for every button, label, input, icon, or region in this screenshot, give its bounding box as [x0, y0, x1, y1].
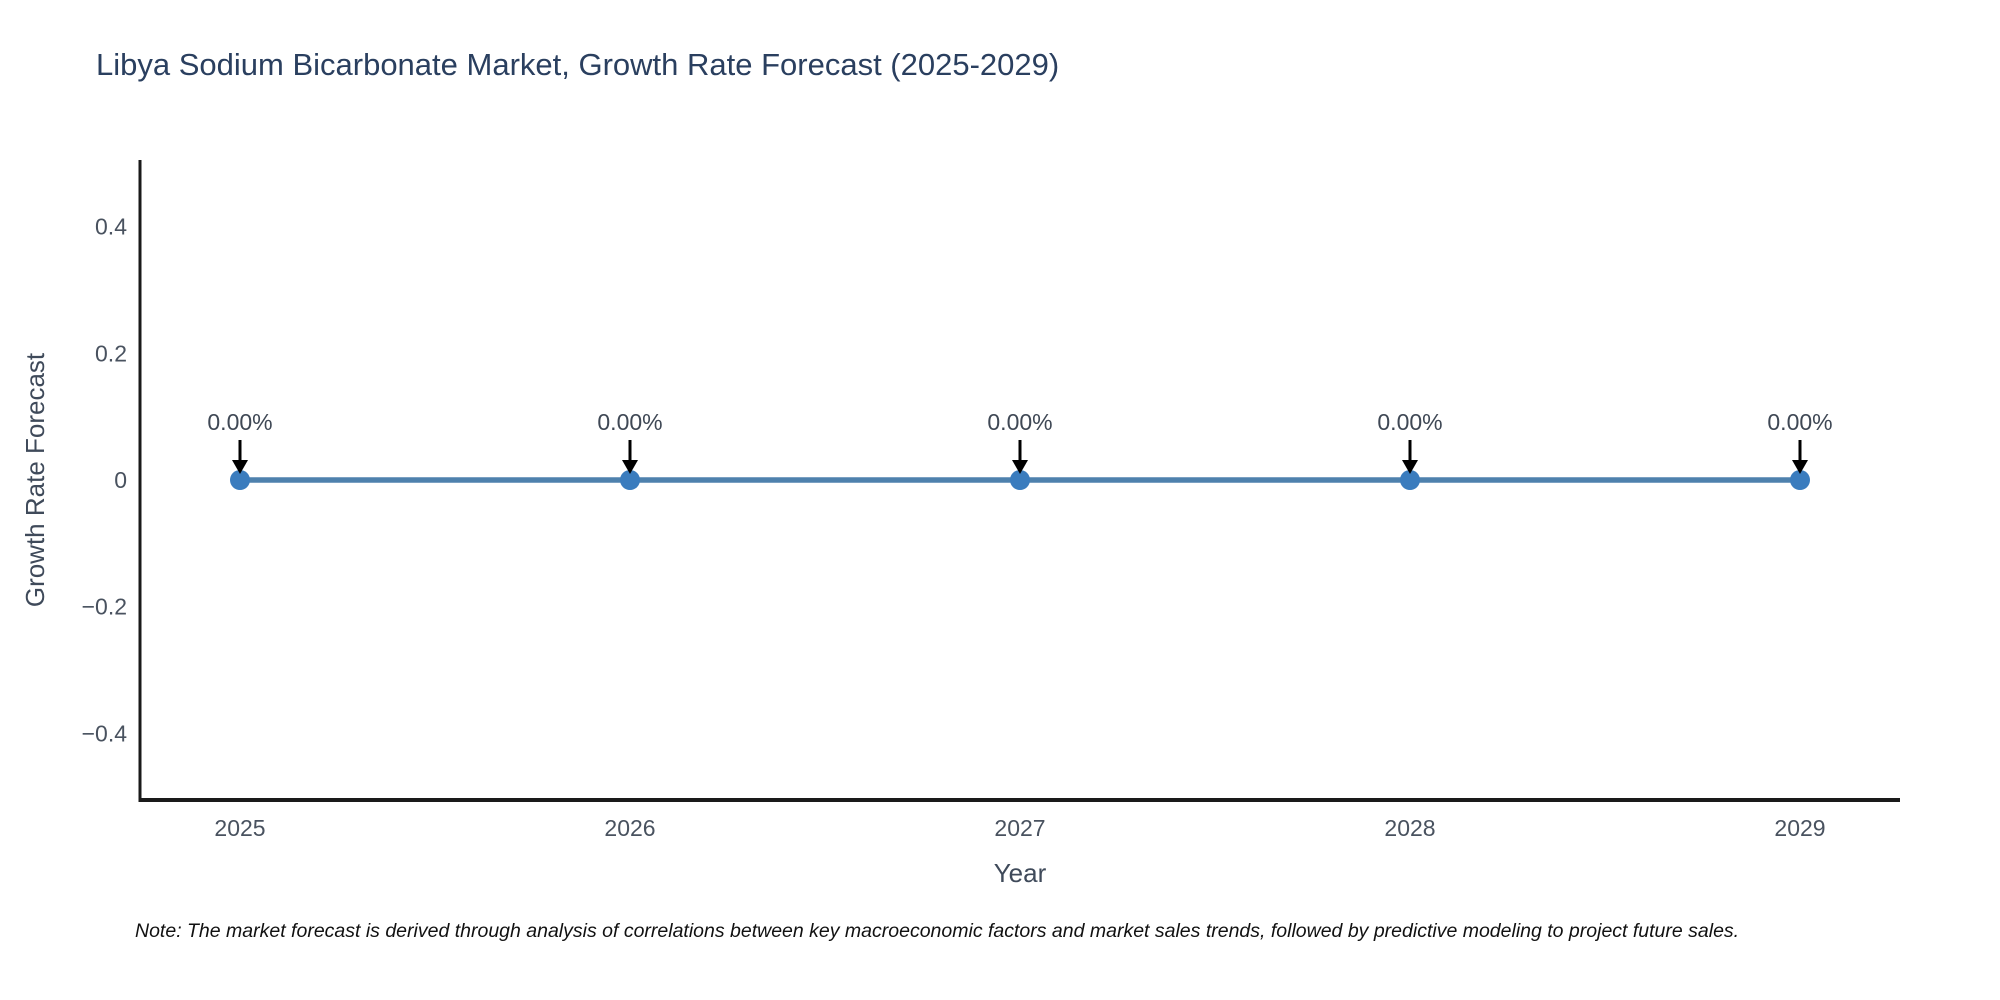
x-tick-label: 2027 [994, 815, 1045, 841]
annotation-arrow-head [622, 460, 638, 474]
data-point-marker [1790, 470, 1810, 490]
annotation-arrow-head [1402, 460, 1418, 474]
chart-title: Libya Sodium Bicarbonate Market, Growth … [96, 47, 1060, 82]
data-point-marker [230, 470, 250, 490]
x-axis-title: Year [993, 858, 1047, 888]
annotation-label: 0.00% [1377, 409, 1442, 435]
x-tick-label: 2029 [1774, 815, 1825, 841]
data-point-marker [620, 470, 640, 490]
annotation-arrow-head [232, 460, 248, 474]
y-tick-label: −0.2 [82, 594, 127, 620]
y-tick-label: 0.4 [95, 214, 127, 240]
axes [138, 160, 1900, 802]
data-point-marker [1400, 470, 1420, 490]
axis-tick-labels: 0.4 0.2 0 −0.2 −0.4 2025 2026 2027 2028 2029 [82, 214, 1826, 841]
annotation-label: 0.00% [1767, 409, 1832, 435]
line-series [230, 470, 1810, 490]
annotation-label: 0.00% [207, 409, 272, 435]
y-tick-label: 0.2 [95, 340, 127, 366]
annotation-arrow-head [1012, 460, 1028, 474]
annotation-arrow-head [1792, 460, 1808, 474]
x-tick-label: 2025 [214, 815, 265, 841]
chart-note: Note: The market forecast is derived thr… [135, 920, 1740, 942]
annotations: 0.00% 0.00% 0.00% 0.00% 0.00% [207, 409, 1833, 474]
x-tick-label: 2028 [1384, 815, 1435, 841]
annotation-label: 0.00% [987, 409, 1052, 435]
y-tick-label: 0 [114, 467, 127, 493]
data-point-marker [1010, 470, 1030, 490]
y-tick-label: −0.4 [82, 720, 128, 746]
annotation-label: 0.00% [597, 409, 662, 435]
x-tick-label: 2026 [604, 815, 655, 841]
